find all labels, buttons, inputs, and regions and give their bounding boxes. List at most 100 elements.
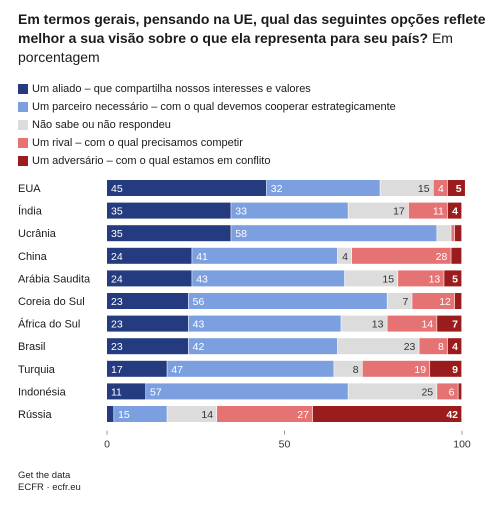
bar-segment (231, 202, 348, 219)
data-label: 14 (201, 409, 213, 421)
data-label: 17 (393, 206, 405, 218)
category-label: Índia (18, 205, 43, 218)
bar-segment (451, 225, 455, 242)
data-label: 23 (111, 319, 123, 331)
bar-segment (398, 270, 444, 287)
bar-segment (454, 225, 462, 242)
bar-segment (337, 247, 352, 264)
category-label: EUA (18, 183, 41, 195)
legend-swatch (18, 120, 28, 130)
data-label: 23 (111, 341, 123, 353)
bar-segment (458, 383, 462, 400)
bar-segment (344, 270, 398, 287)
data-label: 33 (235, 206, 247, 218)
data-label: 14 (421, 319, 433, 331)
bar-segment (437, 383, 458, 400)
bar-segment (231, 225, 437, 242)
legend-label: Um rival – com o qual precisamos competi… (32, 137, 243, 149)
data-label: 15 (418, 183, 430, 195)
data-label: 25 (421, 386, 433, 398)
bar-segment (412, 293, 455, 309)
data-label: 5 (452, 273, 458, 285)
bar-segment (387, 315, 437, 332)
bar-segment (433, 180, 448, 196)
data-label: 7 (402, 296, 408, 308)
legend-label: Um adversário – com o qual estamos em co… (32, 155, 271, 167)
category-label: China (18, 251, 48, 263)
data-label: 23 (404, 341, 416, 353)
category-label: Rússia (18, 409, 53, 421)
chart-footer: Get the data ECFR · ecfr.eu (18, 470, 81, 494)
source-credit: ECFR · ecfr.eu (18, 482, 81, 493)
chart-legend: Um aliado – que compartilha nossos inter… (18, 80, 488, 170)
data-label: 27 (297, 409, 309, 421)
legend-swatch (18, 138, 28, 148)
bar-segment (408, 202, 448, 219)
bar-segment (337, 338, 419, 355)
bar-segment (188, 315, 341, 332)
category-label: Turquia (18, 364, 56, 376)
category-label: Coreia do Sul (18, 296, 85, 308)
bar-segment (217, 406, 313, 422)
data-label: 32 (271, 183, 283, 195)
bar-segment (167, 360, 334, 377)
legend-item: Um adversário – com o qual estamos em co… (18, 152, 488, 170)
get-the-data-link[interactable]: Get the data (18, 470, 71, 481)
data-label: 4 (452, 206, 458, 218)
bar-segment (334, 360, 362, 377)
data-label: 41 (196, 251, 208, 263)
data-label: 4 (342, 251, 348, 263)
legend-swatch (18, 84, 28, 94)
bar-segment (188, 293, 387, 309)
bar-segment (447, 338, 462, 355)
bar-segment (454, 293, 462, 309)
data-label: 9 (452, 364, 458, 376)
data-label: 4 (452, 341, 458, 353)
data-label: 5 (456, 183, 462, 195)
data-label: 13 (372, 319, 384, 331)
data-label: 28 (436, 251, 448, 263)
bar-segment (107, 383, 146, 400)
data-label: 23 (111, 296, 123, 308)
bar-segment (192, 270, 345, 287)
legend-swatch (18, 102, 28, 112)
x-tick-label: 50 (279, 439, 291, 451)
data-label: 42 (193, 341, 205, 353)
data-label: 47 (171, 364, 183, 376)
bar-segment (266, 180, 380, 196)
bar-segment (192, 247, 338, 264)
bar-segment (107, 247, 192, 264)
bar-segment (107, 315, 189, 332)
bar-segment (430, 360, 462, 377)
data-label: 12 (439, 296, 451, 308)
data-label: 56 (193, 296, 205, 308)
chart-title: Em termos gerais, pensando na UE, qual d… (18, 10, 488, 67)
x-tick-label: 0 (104, 439, 110, 451)
data-label: 24 (111, 273, 123, 285)
bar-segment (167, 406, 217, 422)
x-tick-label: 100 (453, 439, 471, 451)
bar-segment (107, 225, 231, 242)
bar-segment (146, 383, 348, 400)
bar-segment (107, 270, 192, 287)
category-label: África do Sul (18, 318, 80, 331)
data-label: 24 (111, 251, 123, 263)
bar-segment (107, 338, 189, 355)
data-label: 35 (111, 206, 123, 218)
data-label: 13 (429, 273, 441, 285)
bar-segment (312, 406, 462, 422)
bar-segment (380, 180, 433, 196)
data-label: 17 (111, 364, 123, 376)
bar-segment (348, 202, 409, 219)
data-label: 45 (111, 183, 123, 195)
data-label: 6 (449, 386, 455, 398)
data-label: 43 (193, 319, 205, 331)
bar-segment (447, 180, 465, 196)
data-label: 15 (118, 409, 130, 421)
data-label: 19 (414, 364, 426, 376)
data-label: 43 (196, 273, 208, 285)
data-label: 8 (353, 364, 359, 376)
data-label: 58 (235, 228, 247, 240)
bar-segment (387, 293, 412, 309)
bar-segment (107, 293, 189, 309)
